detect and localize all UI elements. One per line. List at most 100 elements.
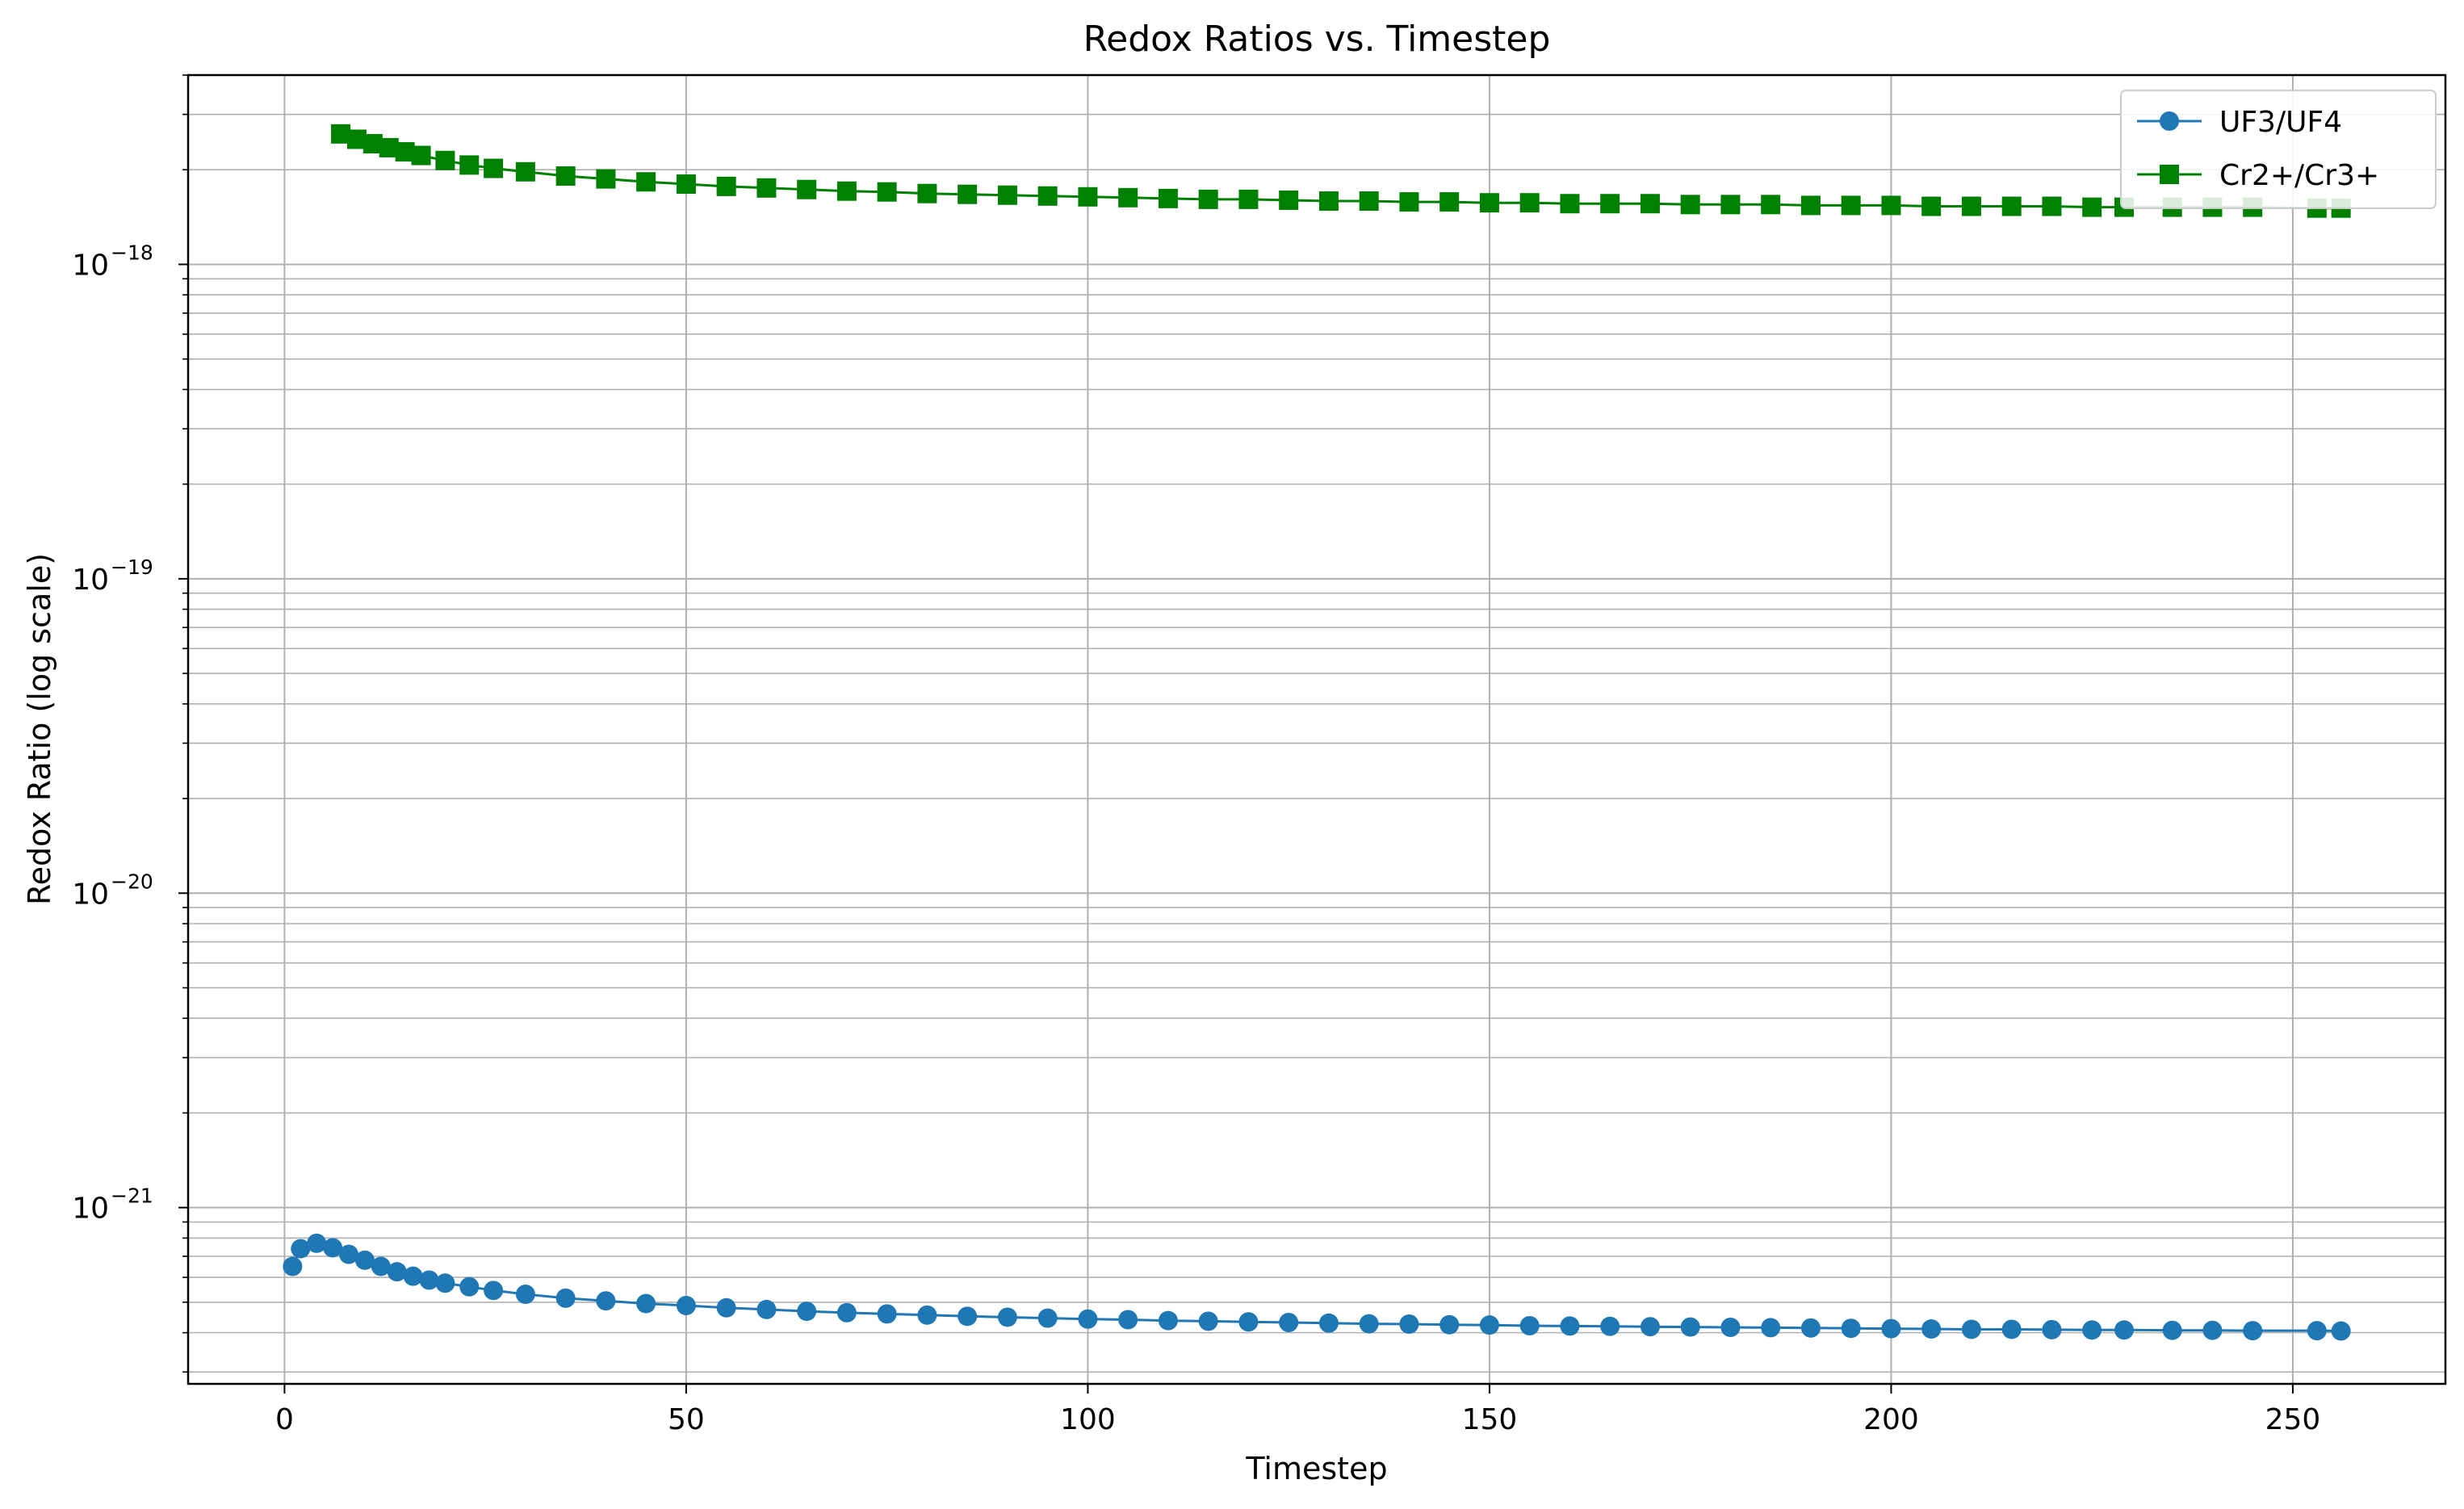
data-point <box>2243 1321 2263 1341</box>
data-point <box>756 1299 777 1319</box>
data-point <box>958 1306 978 1327</box>
data-point <box>1761 1318 1781 1338</box>
data-point <box>1961 196 1981 216</box>
data-point <box>1519 193 1540 213</box>
y-tick-label-exponent: −21 <box>111 1184 153 1208</box>
data-point <box>877 1304 897 1324</box>
data-point <box>435 1273 455 1293</box>
data-point <box>1841 195 1861 216</box>
data-point <box>636 1293 656 1314</box>
data-point <box>323 1238 343 1258</box>
data-point <box>1279 1313 1299 1333</box>
data-point <box>555 166 576 187</box>
data-point <box>2114 1320 2134 1340</box>
x-tick-label: 150 <box>1462 1403 1518 1436</box>
data-point <box>1800 1318 1821 1338</box>
data-point <box>877 182 897 202</box>
data-point <box>1078 187 1098 207</box>
data-point <box>515 161 535 182</box>
data-point <box>1399 192 1419 212</box>
data-point <box>1921 1319 1942 1339</box>
data-point <box>371 1256 391 1276</box>
x-tick-label: 200 <box>1863 1403 1919 1436</box>
data-point <box>1479 1315 1499 1335</box>
data-point <box>1640 194 1660 214</box>
data-point <box>596 1291 616 1311</box>
data-point <box>411 145 431 166</box>
data-point <box>1881 195 1901 216</box>
data-point <box>1399 1314 1419 1334</box>
data-point <box>459 155 480 175</box>
y-tick-label-exponent: −19 <box>111 555 153 579</box>
legend-marker <box>2160 165 2179 184</box>
data-point <box>958 184 978 204</box>
data-point <box>997 185 1017 205</box>
data-point <box>1560 1316 1580 1336</box>
data-point <box>756 178 777 198</box>
data-point <box>2082 1320 2102 1340</box>
data-point <box>2042 1319 2062 1339</box>
data-point <box>2202 1320 2223 1340</box>
series-uf3-uf4 <box>283 1233 2351 1341</box>
data-point <box>2001 1319 2022 1339</box>
data-point <box>459 1276 480 1297</box>
data-point <box>1560 194 1580 214</box>
y-tick-label-base: 10 <box>72 878 109 911</box>
data-point <box>997 1307 1017 1327</box>
data-point <box>403 1266 423 1286</box>
data-point <box>1037 1308 1058 1328</box>
data-point <box>716 1297 736 1318</box>
x-tick-label: 50 <box>668 1403 705 1436</box>
data-point <box>1118 187 1138 207</box>
data-point <box>1198 1311 1218 1331</box>
data-point <box>797 179 817 199</box>
data-point <box>1359 191 1379 212</box>
data-point <box>555 1288 576 1308</box>
data-point <box>1318 191 1339 212</box>
y-tick-label-base: 10 <box>72 564 109 597</box>
data-point <box>1800 195 1821 216</box>
x-tick-label: 0 <box>275 1403 294 1436</box>
data-point <box>836 181 857 201</box>
data-point <box>2331 1321 2351 1341</box>
data-point <box>1600 194 1620 214</box>
legend-label: UF3/UF4 <box>2219 106 2342 139</box>
data-point <box>484 1281 504 1301</box>
data-point <box>676 1296 696 1316</box>
data-point <box>1720 1317 1741 1337</box>
plot-frame <box>186 73 2447 1385</box>
data-point <box>2082 197 2102 217</box>
data-point <box>1198 189 1218 209</box>
y-tick-label-exponent: −20 <box>111 870 153 893</box>
data-point <box>1279 190 1299 210</box>
data-point <box>484 158 504 178</box>
x-tick-label: 250 <box>2265 1403 2321 1436</box>
x-axis-label: Timestep <box>1245 1451 1387 1486</box>
data-point <box>1881 1318 1901 1339</box>
data-point <box>419 1270 439 1290</box>
data-point <box>596 169 616 189</box>
data-point <box>339 1244 359 1264</box>
data-point <box>676 174 696 195</box>
chart-title: Redox Ratios vs. Timestep <box>1083 19 1551 60</box>
data-point <box>1519 1315 1540 1335</box>
data-point <box>1761 195 1781 215</box>
data-point <box>1439 1314 1460 1335</box>
data-point <box>1238 189 1259 209</box>
data-point <box>354 1250 375 1270</box>
data-point <box>917 1305 937 1325</box>
data-point <box>307 1233 327 1253</box>
data-point <box>515 1285 535 1305</box>
data-point <box>797 1302 817 1322</box>
data-point <box>435 150 455 170</box>
data-point <box>1078 1309 1098 1329</box>
x-tick-label: 100 <box>1060 1403 1116 1436</box>
data-point <box>1158 1310 1178 1331</box>
legend: UF3/UF4 Cr2+/Cr3+ <box>2120 90 2437 209</box>
data-point <box>636 172 656 192</box>
data-point <box>2042 196 2062 216</box>
data-point <box>2001 196 2022 216</box>
series-cr2-cr3 <box>331 124 2351 218</box>
